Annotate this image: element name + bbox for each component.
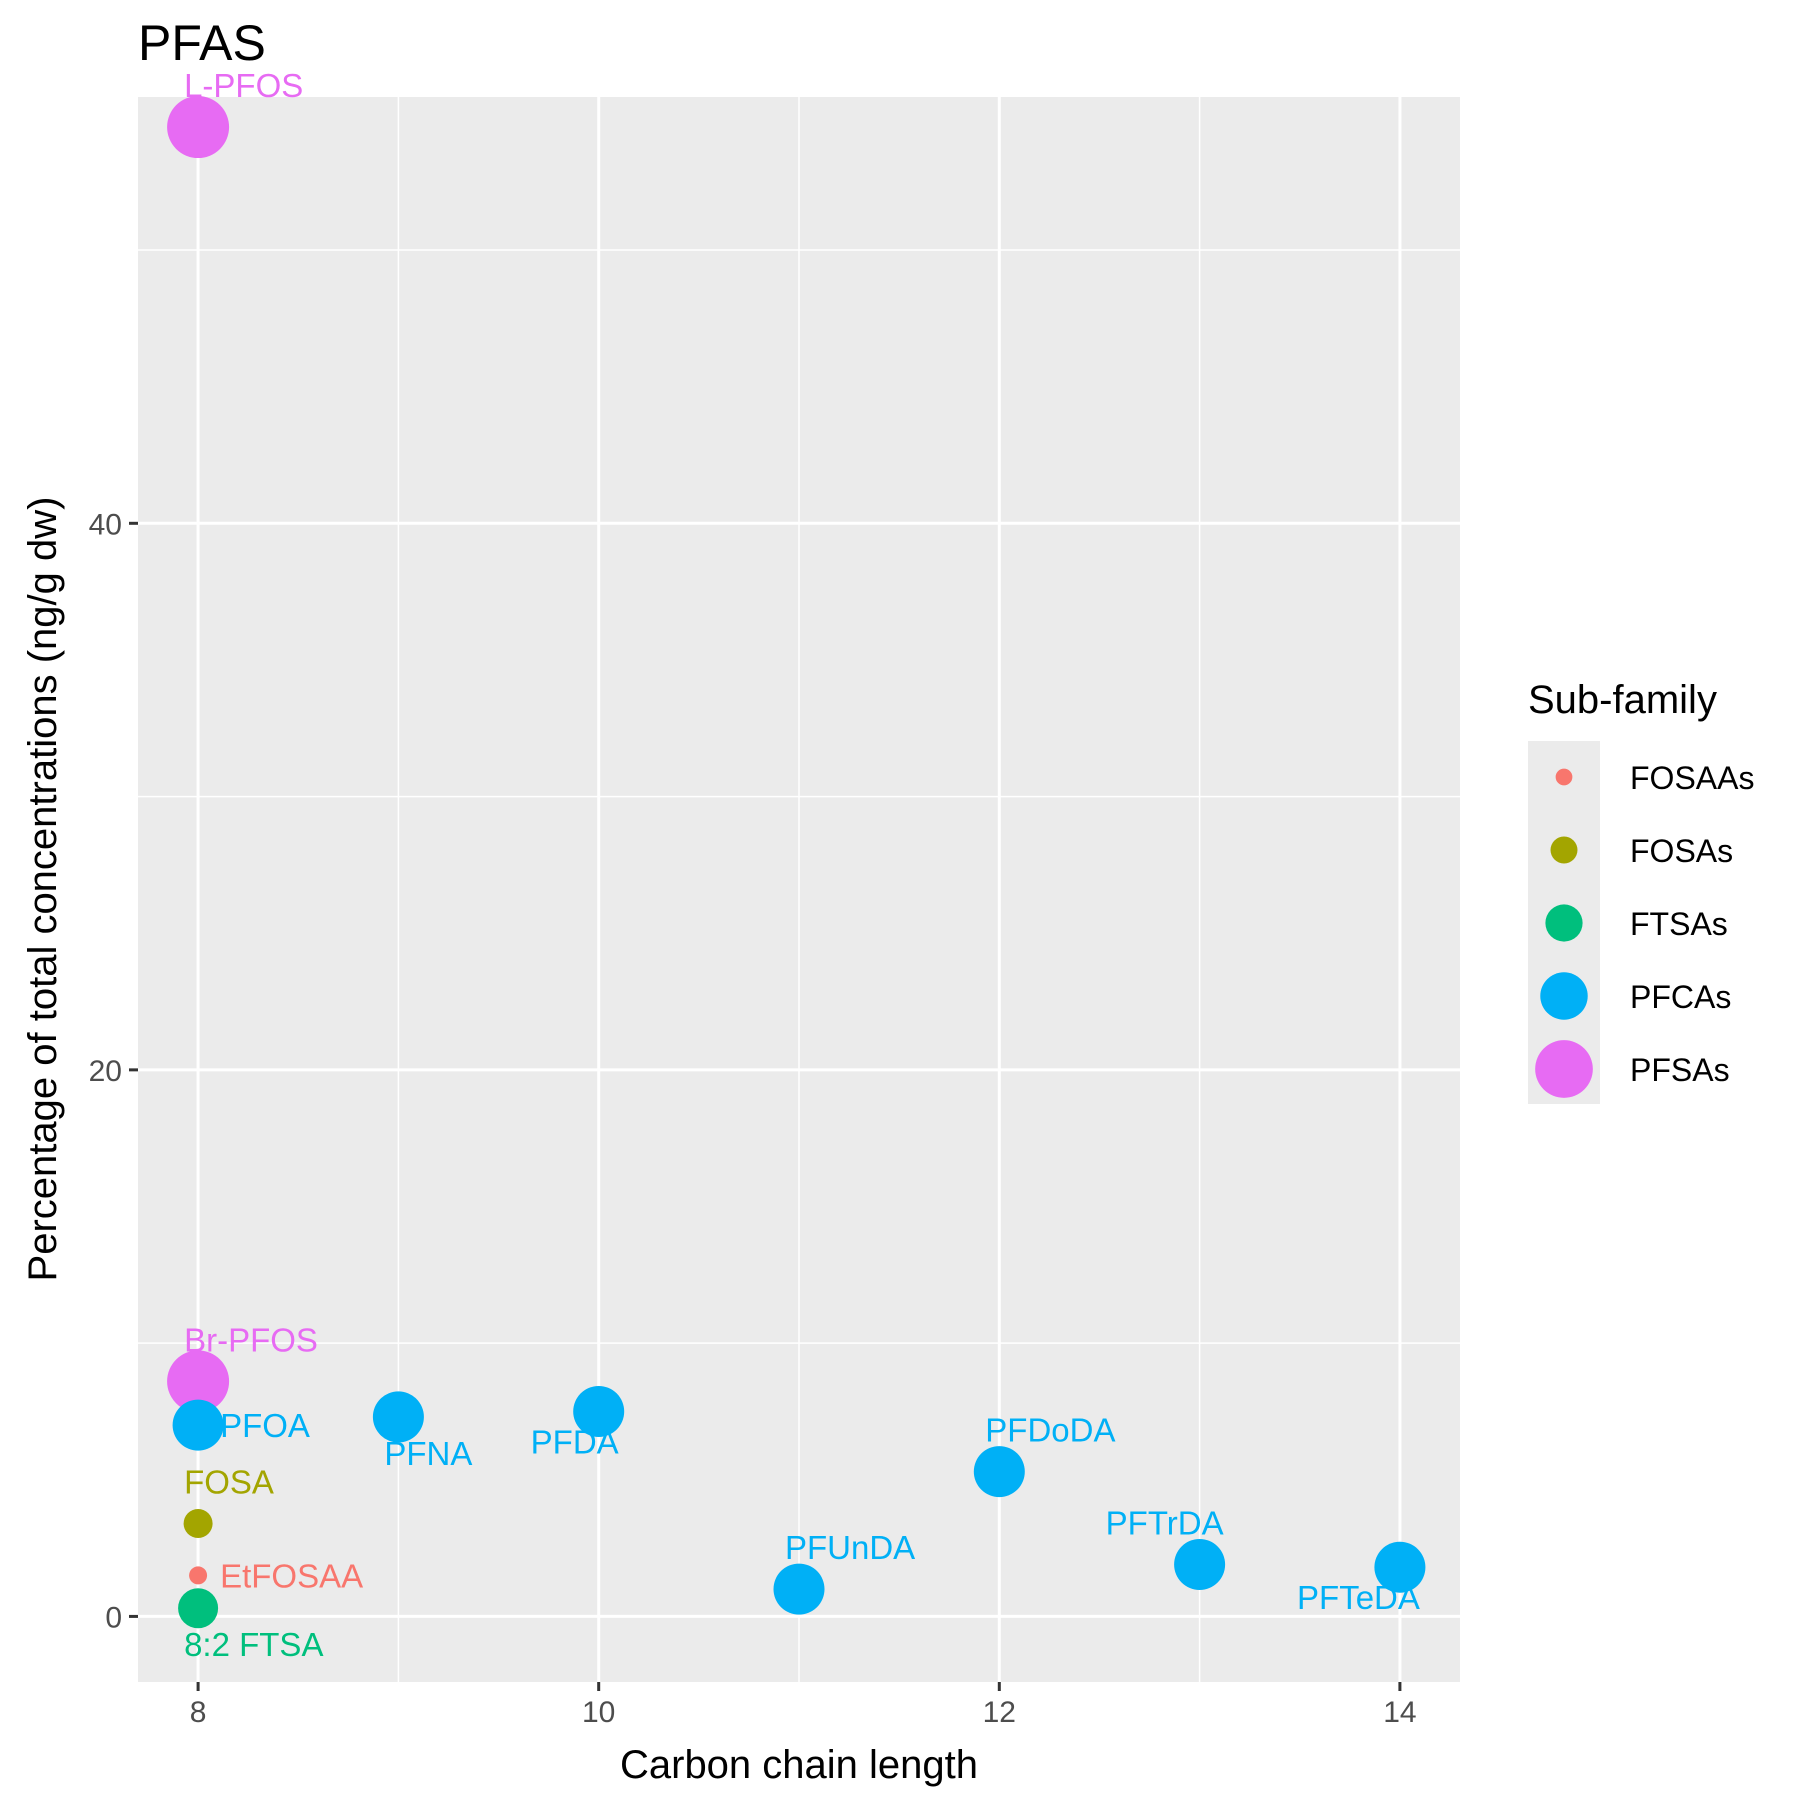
legend-label: FTSAs — [1630, 906, 1728, 942]
legend-key — [1535, 1040, 1593, 1098]
legend-label: PFCAs — [1630, 979, 1731, 1015]
legend-key — [1550, 836, 1578, 864]
point-label: Br-PFOS — [184, 1321, 318, 1358]
point-label: PFDA — [531, 1423, 619, 1460]
data-point — [172, 1399, 224, 1451]
data-point — [189, 1566, 208, 1585]
y-tick-label: 20 — [89, 1055, 122, 1088]
legend-label: FOSAs — [1630, 833, 1733, 869]
legend: Sub-family FOSAAs FOSAs FTSAs PFCAs PFSAs — [1528, 678, 1754, 1104]
data-point — [178, 1588, 219, 1629]
y-tick-label: 0 — [105, 1601, 122, 1634]
legend-key — [1555, 768, 1573, 786]
legend-label: FOSAAs — [1630, 760, 1754, 796]
point-label: PFUnDA — [785, 1529, 915, 1566]
point-label: L-PFOS — [184, 67, 303, 104]
data-point — [167, 96, 230, 159]
data-point — [372, 1391, 424, 1443]
point-label: PFOA — [220, 1407, 310, 1444]
x-tick-label: 8 — [190, 1696, 207, 1729]
point-label: PFTeDA — [1297, 1579, 1420, 1616]
data-point — [183, 1509, 213, 1538]
legend-key — [1540, 972, 1588, 1020]
x-tick-label: 14 — [1383, 1696, 1416, 1729]
axes: 8 10 12 14 0 20 40 — [89, 508, 1417, 1729]
data-point — [1174, 1538, 1226, 1590]
y-axis-title: Percentage of total concentrations (ng/g… — [21, 497, 65, 1282]
x-tick-label: 12 — [983, 1696, 1016, 1729]
data-point — [1374, 1541, 1426, 1593]
legend-label: PFSAs — [1630, 1052, 1730, 1088]
point-labels: L-PFOS Br-PFOS PFOA PFNA PFDA PFUnDA PFDoDA PFT… — [184, 67, 1420, 1663]
point-label: FOSA — [184, 1464, 274, 1501]
data-point — [573, 1385, 625, 1437]
data-point — [773, 1563, 825, 1615]
x-tick-label: 10 — [582, 1696, 615, 1729]
minor-gridlines — [138, 97, 1460, 1682]
legend-key — [1545, 904, 1583, 942]
point-label: PFDoDA — [985, 1412, 1115, 1449]
point-label: EtFOSAA — [220, 1557, 363, 1594]
point-label: 8:2 FTSA — [184, 1626, 323, 1663]
data-point — [973, 1446, 1025, 1498]
data-points — [167, 96, 1426, 1629]
y-tick-label: 40 — [89, 508, 122, 541]
legend-title: Sub-family — [1528, 678, 1717, 722]
point-label: PFTrDA — [1106, 1504, 1224, 1541]
chart-title: PFAS — [138, 15, 266, 71]
data-point — [167, 1350, 230, 1413]
point-label: PFNA — [384, 1435, 472, 1472]
x-axis-title: Carbon chain length — [620, 1743, 978, 1787]
